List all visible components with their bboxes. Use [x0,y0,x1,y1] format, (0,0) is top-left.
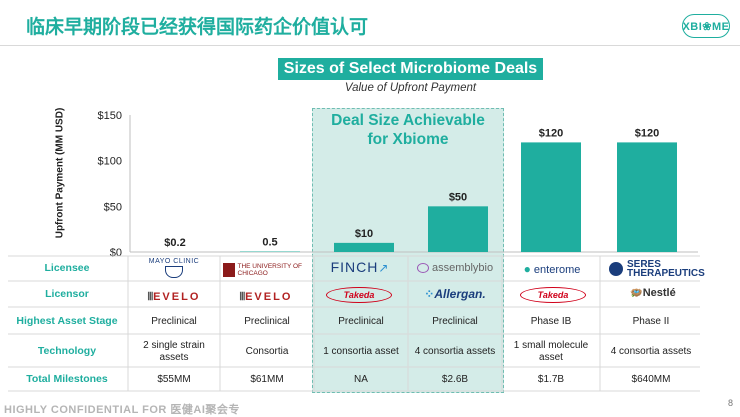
seres-logo-text: SERES THERAPEUTICS [627,260,697,278]
technology-cell: Consortia [222,346,312,358]
mayo-clinic-logo-text: MAYO CLINIC [132,258,216,265]
y-tick-label: $50 [104,201,122,213]
seres-globe-icon [609,262,623,276]
evelo-logo-text: EVELO [153,291,200,303]
data-label: 0.5 [262,237,277,249]
technology-cell-line2: asset [504,352,598,364]
licensee-chicago: THE UNIVERSITY OF CHICAGO [222,259,310,281]
confidential-footer: HIGHLY CONFIDENTIAL FOR 医健AI聚会专 [4,401,240,417]
bird-icon: ↗ [378,261,389,275]
allergan-logo-text: Allergan. [434,287,485,301]
enterome-logo-text: enterome [534,264,580,276]
uchicago-shield-icon [223,263,235,277]
y-tick-label: $100 [98,156,122,168]
assembly-ring-icon [417,263,429,273]
licensee-finch: FINCH↗ [318,259,402,279]
technology-cell-line2: assets [130,352,218,364]
y-tick-label: $150 [98,110,122,122]
licensor-evelo-1: 𝍫EVELO [132,288,216,307]
milestones-cell: $55MM [130,374,218,386]
chicago-logo-text: THE UNIVERSITY OF CHICAGO [238,263,310,277]
nestle-logo-text: Nestlé [643,287,676,299]
y-tick-label: $0 [110,247,122,259]
technology-cell: 1 small molecule [504,340,598,352]
row-label-technology: Technology [8,345,126,357]
row-label-stage: Highest Asset Stage [8,315,126,327]
technology-cell: 4 consortia assets [602,346,700,358]
bar-seres [617,142,677,252]
data-label: $120 [539,127,563,139]
milestones-cell: NA [316,374,406,386]
allergan-dots-icon: ⁘ [424,287,434,301]
milestones-cell: $1.7B [504,374,598,386]
bar-finch [334,243,394,252]
nestle-nest-icon: 🪺 [630,288,642,299]
stage-cell: Preclinical [316,316,406,328]
licensee-enterome: ● enterome [505,262,599,278]
technology-cell: 2 single strain [130,340,218,352]
licensee-assemblybio: assemblybio [410,262,500,278]
row-label-licensee: Licensee [8,262,126,274]
licensee-mayo-clinic: MAYO CLINIC [132,258,216,280]
stage-cell: Preclinical [222,316,312,328]
takeda-logo-text: Takeda [538,290,569,300]
licensor-evelo-2: 𝍫EVELO [222,288,310,307]
mayo-shield-icon [165,266,183,278]
data-label: $50 [449,191,467,203]
technology-cell: 1 consortia asset [316,346,406,358]
milestones-cell: $640MM [602,374,700,386]
page-number: 8 [728,398,733,408]
bar-assembly-bio [428,206,488,252]
stage-cell: Preclinical [410,316,500,328]
takeda-logo-text: Takeda [344,290,375,300]
licensor-takeda-2: Takeda [520,287,586,303]
licensee-seres: SERES THERAPEUTICS [608,258,698,280]
assemblybio-logo-text: assemblybio [432,262,493,274]
technology-cell: 4 consortia assets [410,346,500,358]
data-label: $10 [355,228,373,240]
row-label-licensor: Licensor [8,288,126,300]
bar-enterome [521,142,581,252]
licensor-takeda-1: Takeda [326,287,392,303]
milestones-cell: $2.6B [410,374,500,386]
data-label: $0.2 [164,237,185,249]
licensor-nestle: 🪺Nestlé [608,287,698,299]
row-label-milestones: Total Milestones [8,373,126,385]
milestones-cell: $61MM [222,374,312,386]
enterome-dots-icon: ● [524,262,531,276]
evelo-logo-text: EVELO [245,291,292,303]
stage-cell: Phase II [602,316,700,328]
stage-cell: Preclinical [130,316,218,328]
finch-logo-text: FINCH [331,259,379,275]
licensor-allergan: ⁘Allergan. [410,287,500,301]
stage-cell: Phase IB [504,316,598,328]
data-label: $120 [635,127,659,139]
